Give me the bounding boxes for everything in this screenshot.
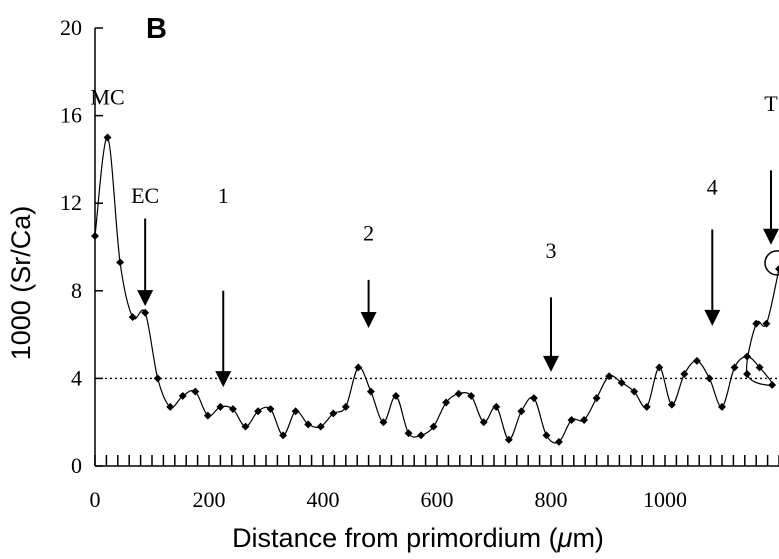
y-axis-label: 1000 (Sr/Ca) bbox=[6, 206, 36, 361]
x-axis-label-unit: μ bbox=[557, 523, 573, 553]
x-axis-label-main: Distance from primordium ( bbox=[232, 523, 558, 553]
data-point bbox=[454, 389, 463, 398]
data-point bbox=[592, 394, 601, 403]
data-point bbox=[642, 402, 651, 411]
data-point bbox=[479, 418, 488, 427]
data-point bbox=[392, 391, 400, 400]
data-point bbox=[429, 422, 438, 431]
data-point bbox=[755, 363, 764, 372]
y-tick-label: 8 bbox=[71, 278, 82, 303]
data-point bbox=[467, 391, 476, 400]
data-point bbox=[216, 402, 225, 411]
data-point bbox=[768, 381, 777, 389]
circled-point bbox=[764, 250, 779, 276]
data-point bbox=[555, 437, 563, 446]
data-point bbox=[542, 431, 551, 440]
annotation-arrow-head bbox=[543, 355, 559, 372]
data-point bbox=[379, 418, 388, 427]
annotation-label: 2 bbox=[363, 220, 374, 245]
data-point bbox=[241, 422, 250, 431]
data-point bbox=[743, 352, 752, 361]
annotation-label: MC bbox=[90, 85, 124, 110]
x-tick-label: 600 bbox=[421, 487, 454, 512]
annotation-arrow-head bbox=[215, 371, 232, 388]
data-point bbox=[341, 402, 350, 411]
data-point bbox=[203, 411, 212, 420]
data-point bbox=[228, 405, 237, 414]
annotation-label: 4 bbox=[707, 174, 718, 199]
data-point bbox=[354, 363, 363, 372]
data-point bbox=[279, 431, 288, 440]
data-point bbox=[304, 420, 313, 429]
data-point bbox=[178, 391, 187, 400]
data-point bbox=[254, 407, 262, 416]
data-point bbox=[266, 405, 275, 414]
data-point bbox=[417, 431, 425, 440]
annotation-arrow-head bbox=[763, 228, 779, 245]
annotation-label: 1 bbox=[218, 183, 229, 208]
data-point bbox=[529, 394, 538, 403]
series-line bbox=[94, 136, 779, 444]
data-point bbox=[153, 374, 162, 383]
data-point bbox=[752, 319, 761, 328]
x-tick-label: 1000 bbox=[643, 487, 687, 512]
x-tick-label: 0 bbox=[90, 487, 101, 512]
data-point bbox=[291, 407, 300, 416]
data-point bbox=[762, 319, 771, 328]
data-point bbox=[366, 387, 375, 396]
data-point bbox=[166, 402, 175, 411]
y-tick-label: 12 bbox=[60, 190, 82, 215]
data-point bbox=[492, 402, 501, 411]
annotation-label: 3 bbox=[546, 238, 557, 263]
data-point bbox=[667, 400, 676, 409]
annotation-arrow-head bbox=[704, 309, 721, 326]
y-tick-label: 20 bbox=[60, 15, 82, 40]
data-point bbox=[116, 258, 125, 267]
data-point bbox=[517, 407, 526, 416]
x-axis-label-suffix: m) bbox=[572, 523, 603, 553]
data-point bbox=[191, 387, 200, 396]
data-point bbox=[743, 370, 752, 378]
data-point bbox=[630, 387, 639, 396]
x-tick-label: 400 bbox=[307, 487, 340, 512]
data-point bbox=[655, 363, 664, 372]
data-point bbox=[504, 435, 513, 444]
data-point bbox=[141, 308, 150, 317]
panel-label: B bbox=[146, 13, 167, 45]
series-group bbox=[91, 133, 779, 446]
data-point bbox=[91, 232, 99, 241]
data-point bbox=[680, 370, 689, 378]
x-axis-label: Distance from primordium (μm) bbox=[232, 523, 604, 553]
annotation-arrow-head bbox=[137, 290, 154, 307]
annotation-label: T bbox=[764, 91, 778, 116]
data-point bbox=[730, 363, 739, 372]
y-tick-label: 4 bbox=[71, 365, 82, 390]
data-point bbox=[580, 416, 589, 424]
data-point bbox=[103, 133, 112, 142]
x-tick-label: 800 bbox=[535, 487, 568, 512]
data-point bbox=[692, 356, 701, 365]
annotation-arrow-head bbox=[360, 312, 377, 329]
annotation-label: EC bbox=[131, 183, 159, 208]
y-tick-label: 16 bbox=[60, 103, 82, 128]
data-point bbox=[775, 264, 779, 273]
annotations-group: MC EC 1 2 3 4 T bbox=[90, 85, 779, 388]
data-point bbox=[705, 374, 714, 383]
data-point bbox=[128, 313, 137, 322]
data-point bbox=[316, 422, 325, 431]
y-tick-label: 0 bbox=[71, 453, 82, 478]
data-point bbox=[567, 416, 576, 424]
data-point bbox=[404, 429, 413, 438]
x-tick-label: 200 bbox=[193, 487, 226, 512]
data-point bbox=[442, 398, 451, 407]
data-point bbox=[329, 409, 338, 418]
